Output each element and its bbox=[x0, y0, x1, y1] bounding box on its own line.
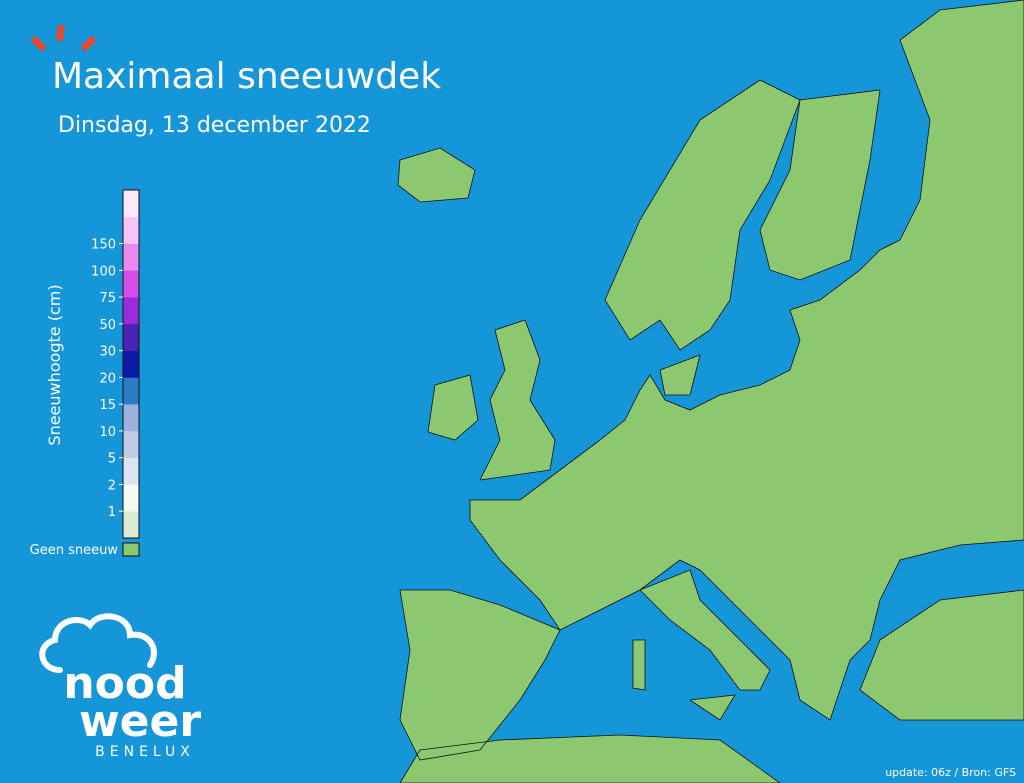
colorbar-tick-label: 10 bbox=[99, 425, 116, 440]
colorbar-band bbox=[123, 511, 139, 539]
colorbar-band bbox=[123, 323, 139, 351]
colorbar-band bbox=[123, 243, 139, 271]
colorbar-tick-label: 15 bbox=[99, 398, 116, 413]
legend-label: Sneeuwhoogte (cm) bbox=[45, 284, 64, 445]
colorbar-band bbox=[123, 457, 139, 485]
colorbar-tick-label: 50 bbox=[99, 318, 116, 333]
colorbar-tick-label: 2 bbox=[108, 478, 116, 493]
colorbar-tick-label: 150 bbox=[91, 238, 116, 253]
colorbar-band bbox=[123, 377, 139, 405]
no-snow-swatch bbox=[122, 542, 140, 557]
logo-tagline: BENELUX bbox=[95, 744, 195, 760]
logo-line1: nood bbox=[63, 658, 186, 709]
colorbar-band bbox=[123, 350, 139, 378]
brand-icon bbox=[31, 24, 96, 51]
colorbar-band bbox=[123, 430, 139, 458]
colorbar-tick-label: 100 bbox=[91, 264, 116, 279]
colorbar-tick-label: 30 bbox=[99, 345, 116, 360]
colorbar-tick-label: 20 bbox=[99, 371, 116, 386]
no-snow-label: Geen sneeuw bbox=[30, 543, 119, 558]
colorbar-tick-label: 75 bbox=[99, 291, 116, 306]
colorbar-band bbox=[123, 216, 139, 244]
colorbar-band bbox=[123, 297, 139, 325]
colorbar-tick-label: 1 bbox=[108, 505, 116, 520]
colorbar-frame bbox=[122, 189, 140, 539]
colorbar-band bbox=[123, 190, 139, 218]
subtitle: Dinsdag, 13 december 2022 bbox=[58, 113, 371, 138]
colorbar-band bbox=[123, 404, 139, 432]
colorbar-band bbox=[123, 270, 139, 298]
colorbar-tick-label: 5 bbox=[108, 452, 116, 467]
footer: update: 06z / Bron: GFS bbox=[885, 766, 1016, 779]
logo: nood weer BENELUX bbox=[39, 613, 201, 760]
legend: 1 2 5 10 15 20 30 50 75 100 150 Geen sneeuw bbox=[30, 189, 140, 558]
logo-line2: weer bbox=[79, 696, 201, 747]
title: Maximaal sneeuwdek bbox=[52, 56, 441, 97]
colorbar-band bbox=[123, 484, 139, 512]
land bbox=[398, 0, 1024, 783]
